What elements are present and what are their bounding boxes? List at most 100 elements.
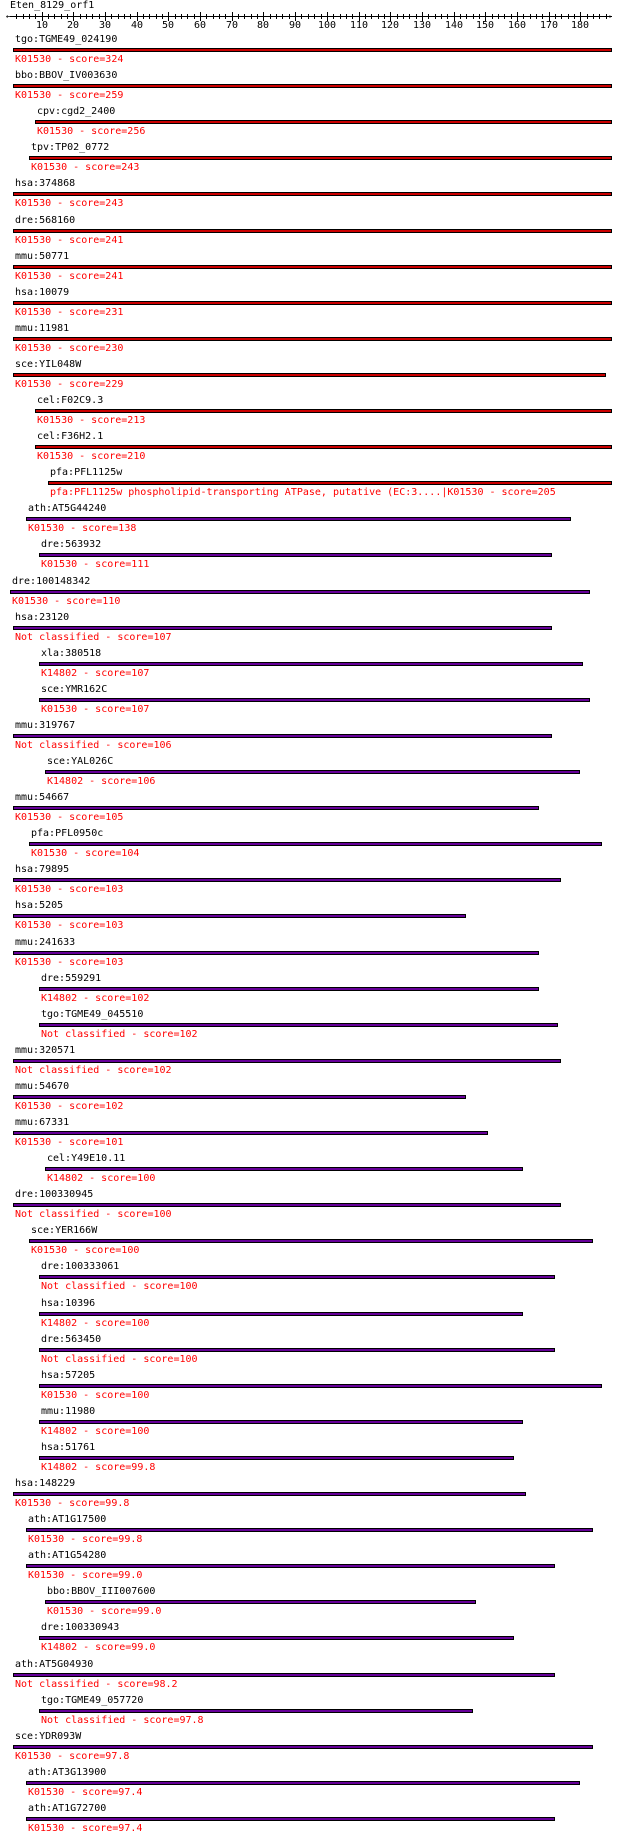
hit-gene-link[interactable]: mmu:319767 <box>15 720 76 731</box>
hit-gene-link[interactable]: hsa:79895 <box>15 864 70 875</box>
hit-gene-link[interactable]: dre:100330943 <box>41 1622 120 1633</box>
hit-gene-link[interactable]: dre:100330945 <box>15 1189 94 1200</box>
hit-gene-link[interactable]: sce:YIL048W <box>15 359 82 370</box>
hit-gene-link[interactable]: pfa:PFL0950c <box>31 828 104 839</box>
hit-gene-link[interactable]: hsa:10079 <box>15 287 70 298</box>
alignment-bar[interactable] <box>39 1709 473 1713</box>
alignment-bar[interactable] <box>29 1239 593 1243</box>
alignment-bar[interactable] <box>13 1059 561 1063</box>
hit-gene-link[interactable]: tgo:TGME49_045510 <box>41 1009 144 1020</box>
alignment-bar[interactable] <box>45 1167 523 1171</box>
alignment-bar[interactable] <box>13 301 612 305</box>
alignment-bar[interactable] <box>13 1095 466 1099</box>
alignment-bar[interactable] <box>39 698 590 702</box>
alignment-bar[interactable] <box>39 1312 523 1316</box>
hit-gene-link[interactable]: ath:AT1G72700 <box>28 1803 107 1814</box>
hit-gene-link[interactable]: hsa:57205 <box>41 1370 96 1381</box>
alignment-bar[interactable] <box>39 987 539 991</box>
alignment-bar[interactable] <box>13 265 612 269</box>
hit-gene-link[interactable]: ath:AT1G54280 <box>28 1550 107 1561</box>
alignment-bar[interactable] <box>13 878 561 882</box>
hit-gene-link[interactable]: cel:Y49E10.11 <box>47 1153 126 1164</box>
alignment-bar[interactable] <box>39 662 583 666</box>
hit-gene-link[interactable]: dre:100333061 <box>41 1261 120 1272</box>
alignment-bar[interactable] <box>35 445 612 449</box>
hit-gene-link[interactable]: mmu:320571 <box>15 1045 76 1056</box>
alignment-bar[interactable] <box>13 192 612 196</box>
alignment-bar[interactable] <box>13 914 466 918</box>
alignment-bar[interactable] <box>39 1023 558 1027</box>
alignment-bar[interactable] <box>39 553 552 557</box>
hit-gene-link[interactable]: dre:568160 <box>15 215 76 226</box>
hit-gene-link[interactable]: sce:YMR162C <box>41 684 108 695</box>
hit-gene-link[interactable]: pfa:PFL1125w <box>50 467 123 478</box>
hit-gene-link[interactable]: sce:YDR093W <box>15 1731 82 1742</box>
hit-gene-link[interactable]: sce:YAL026C <box>47 756 114 767</box>
alignment-bar[interactable] <box>13 84 612 88</box>
hit-gene-link[interactable]: ath:AT5G44240 <box>28 503 107 514</box>
alignment-bar[interactable] <box>13 373 606 377</box>
hit-gene-link[interactable]: mmu:67331 <box>15 1117 70 1128</box>
alignment-bar[interactable] <box>39 1384 602 1388</box>
alignment-bar[interactable] <box>13 626 552 630</box>
hit-gene-link[interactable]: mmu:11980 <box>41 1406 96 1417</box>
hit-gene-link[interactable]: mmu:11981 <box>15 323 70 334</box>
hit-gene-link[interactable]: dre:100148342 <box>12 576 91 587</box>
hit-gene-link[interactable]: dre:559291 <box>41 973 102 984</box>
alignment-bar[interactable] <box>45 770 580 774</box>
hit-gene-link[interactable]: cpv:cgd2_2400 <box>37 106 116 117</box>
alignment-bar[interactable] <box>29 156 612 160</box>
alignment-bar[interactable] <box>39 1275 555 1279</box>
alignment-bar[interactable] <box>13 1745 593 1749</box>
hit-gene-link[interactable]: tpv:TP02_0772 <box>31 142 110 153</box>
alignment-bar[interactable] <box>35 409 612 413</box>
alignment-bar[interactable] <box>13 1492 526 1496</box>
hit-gene-link[interactable]: hsa:148229 <box>15 1478 76 1489</box>
hit-gene-link[interactable]: hsa:10396 <box>41 1298 96 1309</box>
hit-gene-link[interactable]: dre:563450 <box>41 1334 102 1345</box>
alignment-bar[interactable] <box>39 1636 514 1640</box>
hit-gene-link[interactable]: ath:AT1G17500 <box>28 1514 107 1525</box>
alignment-bar[interactable] <box>13 48 612 52</box>
hit-gene-link[interactable]: tgo:TGME49_057720 <box>41 1695 144 1706</box>
hit-gene-link[interactable]: ath:AT5G04930 <box>15 1659 94 1670</box>
hit-gene-link[interactable]: mmu:50771 <box>15 251 70 262</box>
hit-gene-link[interactable]: hsa:5205 <box>15 900 64 911</box>
hit-gene-link[interactable]: mmu:241633 <box>15 937 76 948</box>
alignment-bar[interactable] <box>26 1564 555 1568</box>
alignment-bar[interactable] <box>13 951 539 955</box>
alignment-bar[interactable] <box>48 481 612 485</box>
alignment-bar[interactable] <box>26 1528 593 1532</box>
hit-gene-link[interactable]: hsa:374868 <box>15 178 76 189</box>
alignment-bar[interactable] <box>45 1600 476 1604</box>
hit-gene-link[interactable]: hsa:51761 <box>41 1442 96 1453</box>
hit-gene-link[interactable]: sce:YER166W <box>31 1225 98 1236</box>
alignment-bar[interactable] <box>13 734 552 738</box>
alignment-bar[interactable] <box>13 337 612 341</box>
hit-gene-link[interactable]: xla:380518 <box>41 648 102 659</box>
alignment-bar[interactable] <box>26 517 571 521</box>
alignment-bar[interactable] <box>39 1420 523 1424</box>
alignment-bar[interactable] <box>26 1817 555 1821</box>
alignment-bar[interactable] <box>13 1673 555 1677</box>
hit-gene-link[interactable]: mmu:54667 <box>15 792 70 803</box>
alignment-bar[interactable] <box>13 806 539 810</box>
alignment-bar[interactable] <box>26 1781 580 1785</box>
alignment-bar[interactable] <box>39 1456 514 1460</box>
alignment-bar[interactable] <box>13 1203 561 1207</box>
hit-gene-link[interactable]: dre:563932 <box>41 539 102 550</box>
hit-gene-link[interactable]: cel:F36H2.1 <box>37 431 104 442</box>
alignment-bar[interactable] <box>29 842 602 846</box>
hit-gene-link[interactable]: ath:AT3G13900 <box>28 1767 107 1778</box>
hit-gene-link[interactable]: tgo:TGME49_024190 <box>15 34 118 45</box>
hit-gene-link[interactable]: bbo:BBOV_IV003630 <box>15 70 118 81</box>
hit-gene-link[interactable]: cel:F02C9.3 <box>37 395 104 406</box>
hit-gene-link[interactable]: hsa:23120 <box>15 612 70 623</box>
alignment-bar[interactable] <box>13 229 612 233</box>
hit-gene-link[interactable]: mmu:54670 <box>15 1081 70 1092</box>
alignment-bar[interactable] <box>13 1131 488 1135</box>
alignment-bar[interactable] <box>39 1348 555 1352</box>
hit-gene-link[interactable]: bbo:BBOV_III007600 <box>47 1586 156 1597</box>
alignment-bar[interactable] <box>35 120 612 124</box>
alignment-bar[interactable] <box>10 590 590 594</box>
